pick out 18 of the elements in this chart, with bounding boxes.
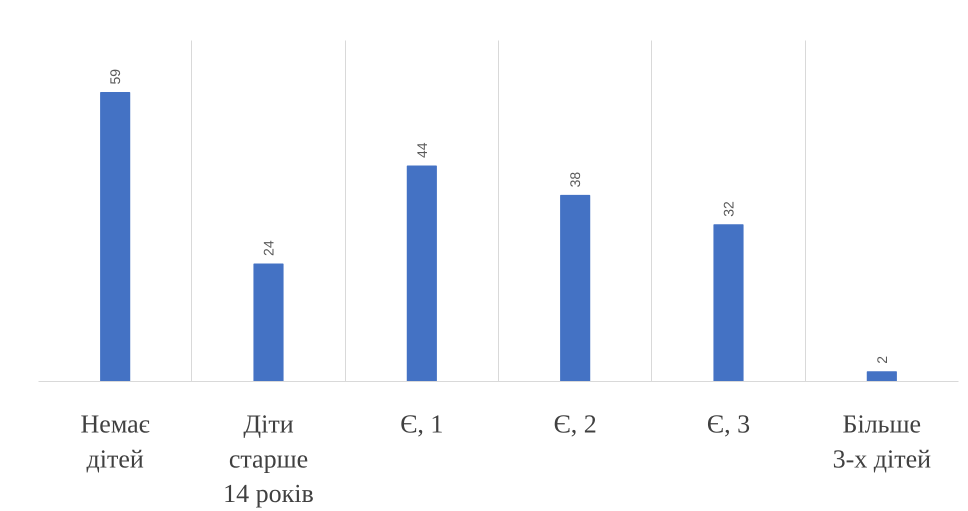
x-tick-label: Є, 3: [706, 410, 750, 438]
data-label: 38: [567, 172, 584, 188]
data-label: 2: [874, 356, 890, 364]
bar: [866, 371, 897, 382]
bar: [253, 263, 284, 382]
x-tick-label: Є, 2: [554, 410, 597, 438]
bar: [100, 92, 130, 382]
bar: [560, 194, 590, 382]
x-tick-label: Діти старше 14 років: [223, 410, 314, 508]
data-label: 59: [107, 68, 124, 85]
data-label: 32: [720, 200, 736, 217]
bar: [713, 224, 744, 382]
data-label: 44: [414, 142, 430, 158]
data-label: 24: [260, 240, 276, 256]
x-tick-label: Більше 3-х дітей: [832, 410, 932, 474]
bar: [406, 165, 437, 382]
x-tick-label: Немає дітей: [80, 410, 150, 474]
x-tick-label: Є, 1: [400, 410, 444, 438]
